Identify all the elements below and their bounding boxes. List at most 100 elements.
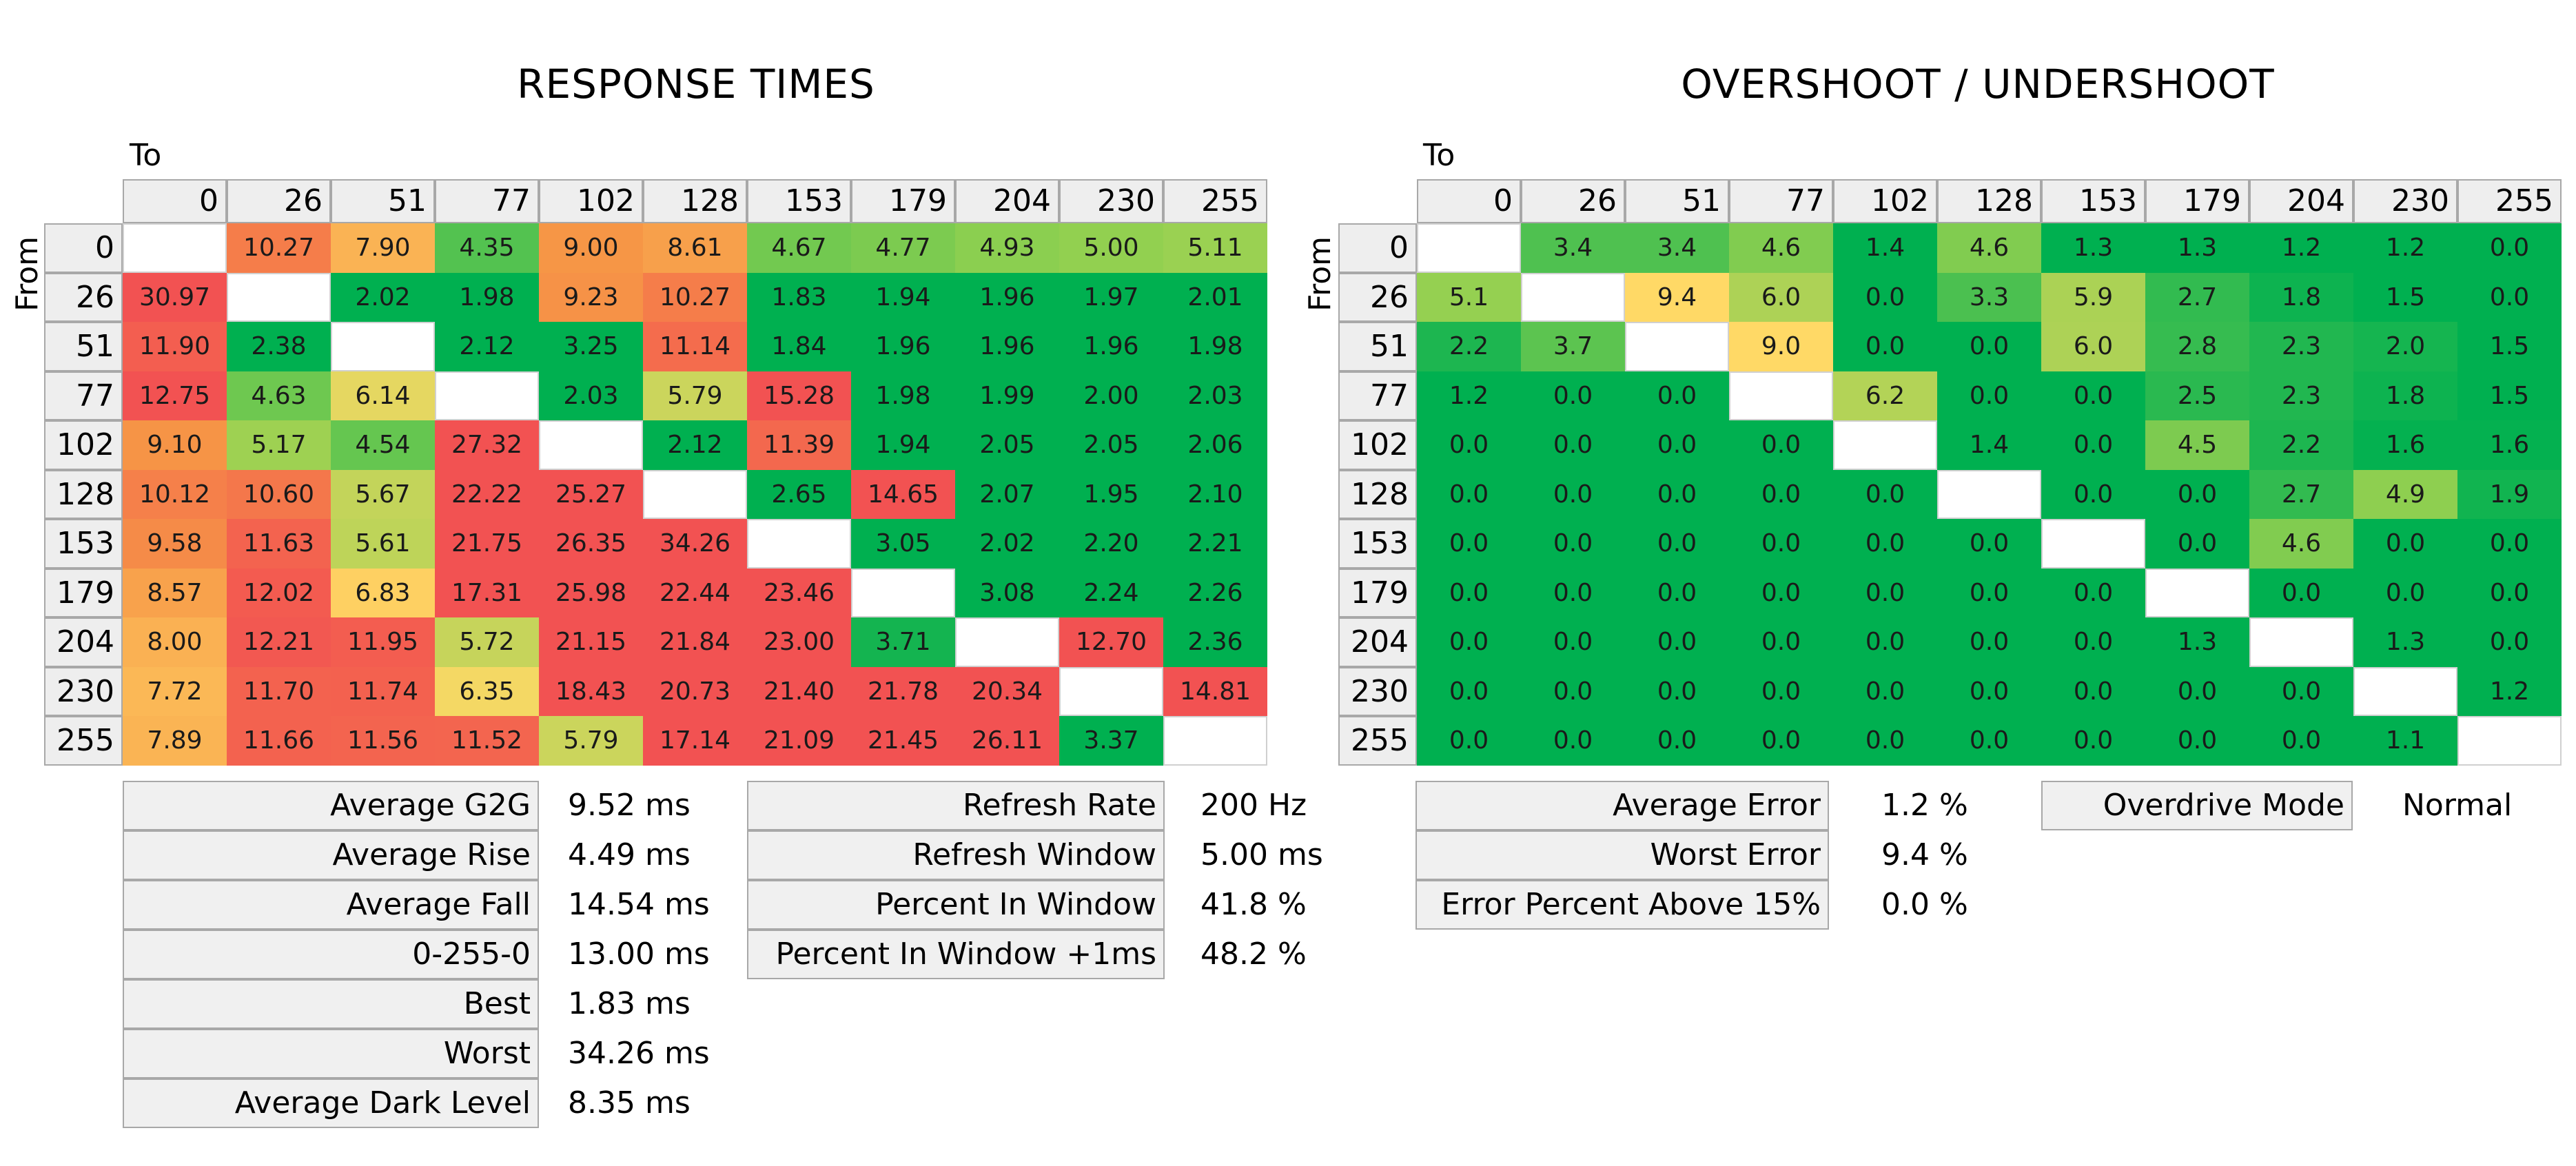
overshoot-cell: 1.4 [1937, 420, 2041, 470]
response-cell [435, 371, 539, 420]
overshoot-cell: 0.0 [1729, 666, 1833, 716]
response-row-header: 51 [44, 322, 123, 371]
overshoot-cell: 0.0 [1625, 568, 1729, 617]
overshoot-cell: 0.0 [1937, 371, 2041, 420]
overshoot-cell: 0.0 [1417, 519, 1521, 569]
overshoot-cell: 0.0 [1521, 568, 1625, 617]
stat-value: 14.54 ms [568, 887, 710, 922]
response-cell [227, 272, 331, 322]
response-col-header: 255 [1163, 179, 1267, 223]
overshoot-cell: 9.0 [1729, 322, 1833, 371]
overshoot-cell: 1.1 [2353, 716, 2457, 766]
stat-value: 1.2 % [1881, 788, 1968, 823]
overshoot-cell: 6.2 [1833, 371, 1937, 420]
overshoot-cell: 0.0 [1625, 371, 1729, 420]
overshoot-cell: 2.0 [2353, 322, 2457, 371]
overshoot-cell: 6.0 [2041, 322, 2145, 371]
overshoot-cell: 0.0 [1625, 469, 1729, 519]
response-cell [331, 322, 435, 371]
overshoot-cell: 0.0 [1937, 519, 2041, 569]
response-cell: 1.95 [1059, 469, 1163, 519]
response-cell: 2.10 [1163, 469, 1267, 519]
overshoot-cell: 0.0 [1521, 519, 1625, 569]
stat-label: Average G2G [123, 781, 539, 830]
overshoot-cell: 1.2 [2457, 666, 2562, 716]
response-cell: 21.15 [539, 617, 643, 667]
stat-label: Worst Error [1415, 830, 1829, 880]
overshoot-cell: 0.0 [1521, 371, 1625, 420]
overshoot-row-header: 51 [1338, 322, 1417, 371]
overshoot-cell: 3.7 [1521, 322, 1625, 371]
overshoot-cell: 0.0 [1417, 617, 1521, 667]
overshoot-col-header: 26 [1521, 179, 1625, 223]
response-cell: 25.98 [539, 568, 643, 617]
stat-value: Normal [2402, 788, 2513, 823]
overshoot-cell: 0.0 [1833, 568, 1937, 617]
response-cell [747, 519, 851, 569]
response-cell: 1.97 [1059, 272, 1163, 322]
response-cell: 3.05 [851, 519, 955, 569]
response-cell: 2.06 [1163, 420, 1267, 470]
overshoot-row-header: 128 [1338, 469, 1417, 519]
response-cell: 11.63 [227, 519, 331, 569]
overshoot-cell: 2.5 [2145, 371, 2249, 420]
stat-label: Best [123, 979, 539, 1029]
response-cell [643, 469, 747, 519]
overshoot-cell: 0.0 [2145, 716, 2249, 766]
response-cell: 5.61 [331, 519, 435, 569]
overshoot-cell: 0.0 [2249, 716, 2353, 766]
stat-label: Average Fall [123, 880, 539, 930]
overshoot-cell: 0.0 [1833, 272, 1937, 322]
response-row-header: 179 [44, 568, 123, 617]
overshoot-cell: 0.0 [2353, 519, 2457, 569]
response-cell: 9.23 [539, 272, 643, 322]
overshoot-cell: 1.2 [2353, 223, 2457, 273]
response-cell: 4.93 [955, 223, 1059, 273]
overshoot-col-header: 204 [2249, 179, 2353, 223]
overshoot-cell [1521, 272, 1625, 322]
response-cell: 1.98 [1163, 322, 1267, 371]
overshoot-row-header: 204 [1338, 617, 1417, 667]
response-col-header: 26 [227, 179, 331, 223]
stat-label: Refresh Rate [747, 781, 1165, 830]
stat-label: 0-255-0 [123, 930, 539, 979]
response-cell: 2.01 [1163, 272, 1267, 322]
response-cell: 26.35 [539, 519, 643, 569]
overshoot-cell: 0.0 [2041, 420, 2145, 470]
response-col-header: 0 [123, 179, 227, 223]
response-cell: 1.98 [851, 371, 955, 420]
overshoot-cell: 1.2 [1417, 371, 1521, 420]
stat-value: 48.2 % [1200, 937, 1307, 972]
overshoot-cell: 1.3 [2353, 617, 2457, 667]
response-col-header: 77 [435, 179, 539, 223]
response-cell: 2.05 [955, 420, 1059, 470]
response-cell: 5.72 [435, 617, 539, 667]
stat-label: Percent In Window +1ms [747, 930, 1165, 979]
stat-value: 8.35 ms [568, 1085, 691, 1121]
response-cell [123, 223, 227, 273]
overshoot-cell: 0.0 [1833, 666, 1937, 716]
overshoot-cell: 0.0 [1937, 322, 2041, 371]
overshoot-cell: 2.7 [2249, 469, 2353, 519]
overshoot-cell: 0.0 [2041, 371, 2145, 420]
response-cell: 8.00 [123, 617, 227, 667]
overshoot-cell [2145, 568, 2249, 617]
stat-value: 4.49 ms [568, 837, 691, 872]
overshoot-cell: 0.0 [1625, 666, 1729, 716]
response-col-header: 230 [1059, 179, 1163, 223]
response-cell: 6.14 [331, 371, 435, 420]
response-cell: 11.90 [123, 322, 227, 371]
stat-value: 5.00 ms [1200, 837, 1323, 872]
stat-value: 0.0 % [1881, 887, 1968, 922]
stat-label: Worst [123, 1029, 539, 1078]
overshoot-cell: 0.0 [1729, 469, 1833, 519]
response-cell: 11.39 [747, 420, 851, 470]
response-cell [1059, 666, 1163, 716]
overshoot-cell [1833, 420, 1937, 470]
overshoot-cell [2041, 519, 2145, 569]
response-cell: 2.03 [1163, 371, 1267, 420]
response-col-header: 102 [539, 179, 643, 223]
response-cell [1163, 716, 1267, 766]
response-cell: 2.21 [1163, 519, 1267, 569]
overshoot-cell: 0.0 [1833, 716, 1937, 766]
